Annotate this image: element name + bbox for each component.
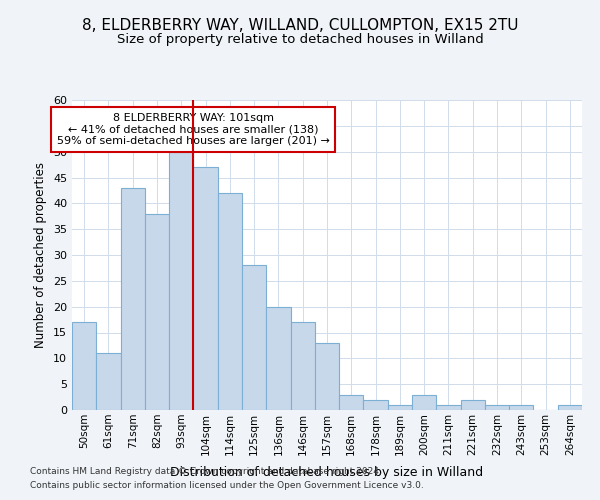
Bar [145,214,169,410]
Bar [169,152,193,410]
Bar [96,353,121,410]
Bar [72,322,96,410]
Bar [364,400,388,410]
Text: 8, ELDERBERRY WAY, WILLAND, CULLOMPTON, EX15 2TU: 8, ELDERBERRY WAY, WILLAND, CULLOMPTON, … [82,18,518,32]
Bar [461,400,485,410]
Bar [436,405,461,410]
Text: Contains public sector information licensed under the Open Government Licence v3: Contains public sector information licen… [30,481,424,490]
Bar [242,266,266,410]
Text: Size of property relative to detached houses in Willand: Size of property relative to detached ho… [116,32,484,46]
Text: 8 ELDERBERRY WAY: 101sqm
← 41% of detached houses are smaller (138)
59% of semi-: 8 ELDERBERRY WAY: 101sqm ← 41% of detach… [57,113,330,146]
Text: Contains HM Land Registry data © Crown copyright and database right 2024.: Contains HM Land Registry data © Crown c… [30,467,382,476]
Bar [193,167,218,410]
Bar [412,394,436,410]
Bar [558,405,582,410]
Bar [388,405,412,410]
X-axis label: Distribution of detached houses by size in Willand: Distribution of detached houses by size … [170,466,484,479]
Bar [509,405,533,410]
Bar [339,394,364,410]
Y-axis label: Number of detached properties: Number of detached properties [34,162,47,348]
Bar [290,322,315,410]
Bar [315,343,339,410]
Bar [485,405,509,410]
Bar [121,188,145,410]
Bar [266,306,290,410]
Bar [218,193,242,410]
